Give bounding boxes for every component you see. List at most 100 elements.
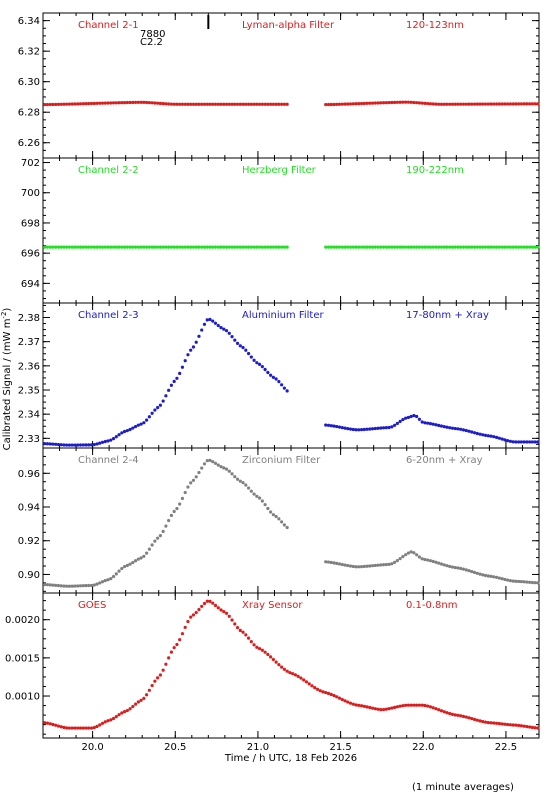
data-point [409, 703, 413, 707]
data-point [530, 725, 534, 730]
data-point [249, 640, 253, 644]
data-point [142, 554, 146, 558]
data-point [508, 439, 512, 443]
data-point [70, 726, 74, 730]
data-point [216, 245, 220, 249]
data-point [200, 102, 204, 106]
data-point [417, 555, 422, 559]
data-point [235, 102, 240, 106]
data-point [505, 722, 510, 727]
data-point [167, 656, 171, 660]
data-point [357, 245, 361, 249]
data-point [241, 345, 245, 350]
data-point [525, 440, 529, 444]
data-point [505, 245, 510, 249]
data-point [387, 100, 391, 105]
data-point [511, 245, 515, 249]
data-point [255, 361, 259, 365]
data-point [122, 429, 127, 434]
data-point [45, 245, 50, 249]
data-point [282, 102, 286, 106]
data-point [439, 102, 444, 106]
y-tick-label: 6.34 [18, 16, 40, 27]
data-point [211, 601, 215, 605]
data-point [128, 100, 132, 105]
data-point [472, 570, 477, 575]
data-point [478, 719, 482, 723]
data-point [147, 245, 151, 249]
data-point [120, 431, 124, 435]
data-point [434, 707, 438, 711]
data-point [136, 245, 140, 249]
data-point [114, 101, 118, 105]
data-point [387, 707, 391, 711]
data-point [67, 584, 72, 588]
data-point [120, 566, 124, 571]
data-point [76, 584, 80, 588]
data-point [183, 245, 187, 249]
data-point [211, 102, 215, 106]
data-point [401, 245, 405, 249]
data-point [483, 102, 488, 106]
panel-frame [42, 157, 540, 304]
data-point [326, 245, 331, 249]
data-point [302, 678, 306, 682]
data-point [233, 245, 237, 249]
data-point [235, 245, 240, 249]
data-point [362, 564, 366, 569]
data-point [494, 721, 499, 725]
data-point [180, 632, 185, 636]
data-point [59, 102, 63, 106]
data-point [310, 684, 314, 688]
data-point [208, 599, 212, 603]
data-point [150, 683, 154, 688]
y-tick-label: 2.37 [18, 337, 40, 348]
data-point [368, 101, 372, 105]
data-point [197, 470, 201, 475]
data-point [431, 422, 435, 426]
data-point [197, 102, 201, 106]
data-point [133, 100, 138, 104]
data-point [517, 723, 521, 728]
data-point [169, 245, 174, 249]
data-point [249, 102, 253, 106]
data-point [84, 102, 88, 106]
data-point [117, 101, 121, 105]
data-point [186, 245, 190, 249]
data-point [346, 245, 350, 249]
data-point [357, 565, 361, 569]
data-point [481, 573, 485, 577]
data-point [351, 245, 355, 249]
data-point [450, 102, 455, 106]
data-point [219, 325, 223, 330]
data-point [381, 426, 386, 430]
data-point [453, 102, 457, 106]
data-point [442, 563, 446, 567]
data-point [426, 101, 430, 106]
data-point [351, 427, 355, 432]
data-point [536, 726, 540, 730]
data-point [263, 367, 267, 372]
data-point [45, 721, 50, 725]
data-point [186, 619, 190, 624]
data-point [280, 383, 284, 387]
data-point [153, 679, 157, 683]
data-point [139, 422, 143, 426]
data-point [398, 704, 402, 708]
data-point [244, 102, 248, 106]
data-point [500, 577, 504, 581]
data-point [528, 725, 532, 729]
data-point [51, 722, 55, 727]
panel-frame [42, 302, 540, 449]
data-point [222, 327, 226, 331]
data-point [111, 101, 116, 105]
data-point [216, 463, 220, 467]
data-point [470, 245, 474, 249]
data-point [486, 102, 490, 106]
data-point [103, 439, 107, 444]
data-point [340, 102, 344, 106]
data-point [164, 245, 168, 249]
data-point [442, 245, 446, 249]
data-point [158, 534, 162, 538]
data-point [514, 579, 518, 583]
